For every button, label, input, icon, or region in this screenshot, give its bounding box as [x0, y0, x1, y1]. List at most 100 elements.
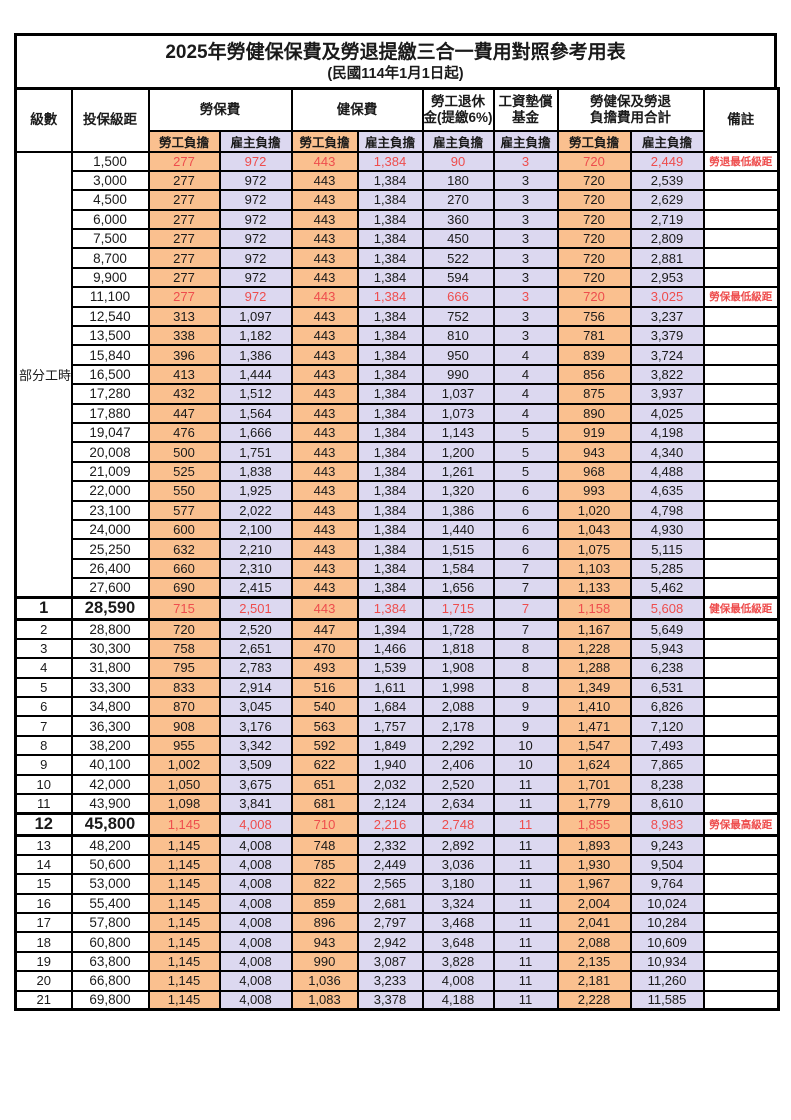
pension-employer-cell: 3,648: [421, 931, 495, 953]
reference-table-sheet: 2025年勞健保保費及勞退提繳三合一費用對照參考用表 (民國114年1月1日起)…: [14, 33, 780, 1012]
remark-cell: [702, 911, 780, 934]
health-employer-cell: 2,565: [356, 873, 424, 895]
remark-cell: 勞退最低級距: [702, 150, 780, 172]
labor-employer-cell: 1,751: [218, 441, 293, 463]
wagefund-employer-cell: 6: [492, 480, 559, 502]
wagefund-employer-cell: 11: [492, 892, 559, 914]
labor-employer-cell: 972: [218, 247, 293, 269]
labor-employer-cell: 3,841: [218, 792, 293, 815]
health-employer-cell: 1,384: [356, 324, 424, 347]
level-cell: 7: [14, 715, 73, 737]
labor-employee-cell: 1,145: [147, 950, 221, 973]
level-cell: 10: [14, 773, 73, 796]
total-employee-cell: 2,088: [556, 931, 632, 953]
header-bracket: 投保級距: [70, 87, 150, 153]
wagefund-employer-cell: 3: [492, 169, 559, 192]
labor-employee-cell: 1,145: [147, 989, 221, 1011]
health-employee-cell: 592: [290, 734, 359, 757]
level-cell: 8: [14, 734, 73, 757]
total-employee-cell: 1,967: [556, 873, 632, 895]
total-employee-cell: 875: [556, 383, 632, 405]
labor-employee-cell: 870: [147, 696, 221, 718]
remark-cell: [702, 734, 780, 757]
bracket-cell: 7,500: [70, 228, 150, 250]
labor-employee-cell: 396: [147, 344, 221, 366]
total-employee-cell: 1,930: [556, 853, 632, 876]
bracket-cell: 43,900: [70, 792, 150, 815]
wagefund-employer-cell: 11: [492, 811, 559, 837]
pension-employer-cell: 2,892: [421, 834, 495, 856]
total-employee-cell: 919: [556, 421, 632, 444]
title-box: 2025年勞健保保費及勞退提繳三合一費用對照參考用表 (民國114年1月1日起): [14, 33, 777, 90]
labor-employee-cell: 432: [147, 383, 221, 405]
remark-cell: [702, 773, 780, 796]
table-row: 17 57,800 1,145 4,008 896 2,797 3,468 11 2,041 10…: [14, 911, 780, 934]
bracket-cell: 28,590: [70, 595, 150, 621]
health-employer-cell: 1,384: [356, 344, 424, 366]
bracket-cell: 60,800: [70, 931, 150, 953]
wagefund-employer-cell: 5: [492, 460, 559, 483]
labor-employer-cell: 1,182: [218, 324, 293, 347]
health-employer-cell: 1,384: [356, 266, 424, 289]
level-cell: 21: [14, 989, 73, 1011]
pension-employer-cell: 1,037: [421, 383, 495, 405]
total-employer-cell: 6,238: [629, 657, 705, 679]
table-row: 8,700 277 972 443 1,384 522 3 720 2,881: [16, 247, 780, 269]
health-employer-cell: 2,032: [356, 773, 424, 796]
bracket-cell: 27,600: [70, 577, 150, 599]
wagefund-employer-cell: 11: [492, 970, 559, 992]
table-row: 9,900 277 972 443 1,384 594 3 720 2,953: [16, 266, 780, 289]
remark-cell: [702, 247, 780, 269]
page-title: 2025年勞健保保費及勞退提繳三合一費用對照參考用表: [165, 42, 626, 63]
health-employee-cell: 443: [290, 344, 359, 366]
pension-employer-cell: 1,715: [421, 595, 495, 621]
bracket-cell: 33,300: [70, 676, 150, 699]
wagefund-employer-cell: 3: [492, 228, 559, 250]
header-total: 勞健保及勞退 負擔費用合計: [556, 87, 705, 132]
bracket-cell: 45,800: [70, 811, 150, 837]
bracket-cell: 9,900: [70, 266, 150, 289]
wagefund-employer-cell: 6: [492, 518, 559, 541]
pension-employer-cell: 594: [421, 266, 495, 289]
remark-cell: [702, 189, 780, 211]
health-employee-cell: 443: [290, 402, 359, 424]
total-employer-cell: 3,379: [629, 324, 705, 347]
table-row: 24,000 600 2,100 443 1,384 1,440 6 1,043 4,930: [16, 518, 780, 541]
wagefund-employer-cell: 7: [492, 557, 559, 580]
remark-cell: [702, 676, 780, 699]
total-employer-cell: 4,025: [629, 402, 705, 424]
total-employer-cell: 2,953: [629, 266, 705, 289]
pension-employer-cell: 3,036: [421, 853, 495, 876]
wagefund-employer-cell: 6: [492, 499, 559, 521]
wagefund-employer-cell: 3: [492, 208, 559, 231]
total-employer-cell: 2,719: [629, 208, 705, 231]
bracket-cell: 57,800: [70, 911, 150, 934]
health-employee-cell: 443: [290, 557, 359, 580]
labor-employee-cell: 577: [147, 499, 221, 521]
total-employee-cell: 756: [556, 305, 632, 328]
labor-employer-cell: 1,925: [218, 480, 293, 502]
health-employee-cell: 443: [290, 480, 359, 502]
labor-employer-cell: 4,008: [218, 931, 293, 953]
total-employer-cell: 6,826: [629, 696, 705, 718]
labor-employer-cell: 4,008: [218, 950, 293, 973]
table-row: 14 50,600 1,145 4,008 785 2,449 3,036 11 1,930 9,…: [14, 853, 780, 876]
health-employee-cell: 443: [290, 286, 359, 308]
labor-employee-cell: 1,145: [147, 834, 221, 856]
wagefund-employer-cell: 11: [492, 834, 559, 856]
table-row: 2 28,800 720 2,520 447 1,394 1,728 7 1,167 5,649: [14, 618, 780, 640]
wagefund-employer-cell: 9: [492, 696, 559, 718]
health-employer-cell: 1,684: [356, 696, 424, 718]
health-employee-cell: 443: [290, 538, 359, 560]
wagefund-employer-cell: 11: [492, 989, 559, 1011]
labor-employer-cell: 1,097: [218, 305, 293, 328]
pension-employer-cell: 4,008: [421, 970, 495, 992]
wagefund-employer-cell: 7: [492, 618, 559, 640]
total-employer-cell: 2,629: [629, 189, 705, 211]
table-row: 10 42,000 1,050 3,675 651 2,032 2,520 11 1,701 8,…: [14, 773, 780, 796]
wagefund-employer-cell: 8: [492, 676, 559, 699]
pension-employer-cell: 4,188: [421, 989, 495, 1011]
labor-employee-cell: 277: [147, 150, 221, 172]
total-employee-cell: 2,181: [556, 970, 632, 992]
pension-employer-cell: 360: [421, 208, 495, 231]
